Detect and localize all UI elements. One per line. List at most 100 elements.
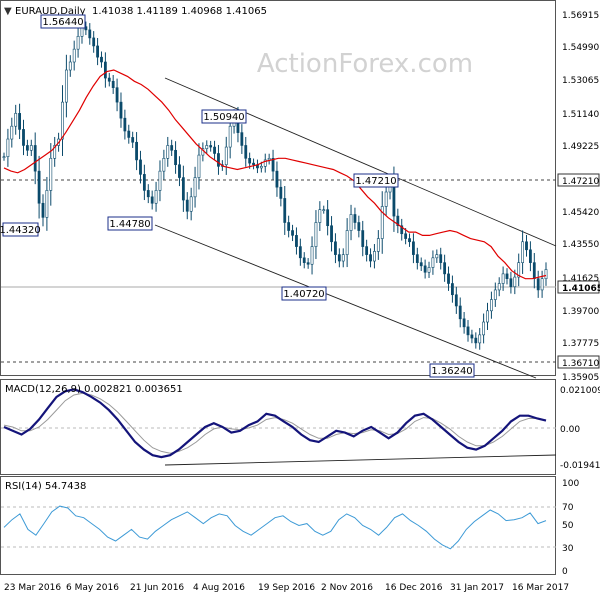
candle-body	[361, 230, 365, 247]
candle-body	[513, 276, 517, 288]
x-tick-1: 6 May 2016	[66, 583, 119, 593]
candle-body	[509, 278, 513, 288]
y-tick-12-box: 1.36710	[557, 355, 600, 369]
candle-body	[154, 190, 158, 204]
candle-body	[544, 269, 548, 279]
candle-body	[330, 225, 333, 243]
rsi-panel-frame	[0, 476, 556, 575]
candle-body	[259, 166, 263, 169]
candle-body	[345, 230, 349, 255]
candle-body	[181, 177, 185, 201]
candle-body	[365, 246, 369, 255]
x-tick-6: 16 Dec 2016	[385, 583, 443, 593]
channel-lower-line	[154, 224, 537, 379]
candle-body	[400, 225, 404, 235]
candle-body	[146, 190, 150, 198]
candle-body	[53, 145, 57, 159]
candle-body	[189, 196, 193, 212]
candle-body	[72, 48, 76, 63]
candle-body	[369, 254, 372, 262]
annotation-156440-text: 1.56440	[42, 17, 83, 28]
price-annotations: 1.56440 1.50940 1.47210 1.44780 1.44320 …	[0, 14, 475, 378]
candle-body	[497, 283, 501, 291]
candle-body	[439, 254, 443, 263]
candle-body	[14, 113, 18, 127]
y-tick-10: 1.39700	[562, 307, 599, 317]
macd-line	[3, 388, 547, 459]
candle-body	[337, 254, 341, 262]
down-triangle-icon: ▼	[4, 6, 12, 17]
candle-body	[10, 125, 14, 140]
candle-body	[217, 153, 220, 167]
y-tick-12: 1.36710	[562, 359, 599, 369]
candle-body	[458, 305, 462, 320]
candle-body	[326, 209, 330, 227]
x-tick-5: 2 Nov 2016	[321, 583, 373, 593]
annotation-150940-text: 1.50940	[203, 112, 244, 123]
candle-body	[353, 214, 357, 223]
moving-average-line	[3, 69, 547, 280]
annotation-144320: 1.44320	[0, 222, 41, 237]
candle-body	[25, 145, 29, 151]
candle-body	[279, 186, 283, 199]
candle-body	[115, 87, 119, 103]
channel-upper-line	[164, 77, 557, 247]
annotation-147210-text: 1.47210	[355, 176, 396, 187]
y-tick-3: 1.51140	[562, 110, 599, 120]
candle-body	[252, 162, 255, 166]
y-tick-5-box: 1.47210	[557, 173, 600, 187]
annotation-150940: 1.50940	[201, 109, 247, 124]
candle-body	[404, 233, 408, 239]
candle-body	[384, 191, 388, 207]
candle-body	[322, 209, 326, 211]
candle-body	[29, 145, 33, 151]
candle-body	[373, 251, 376, 262]
macd-trend-line	[164, 454, 557, 466]
candle-body	[170, 145, 174, 151]
rsi-y-tick-50: 50	[562, 521, 574, 531]
candle-body	[6, 138, 10, 157]
candle-body	[131, 137, 135, 143]
candle-body	[470, 334, 474, 339]
candle-body	[462, 318, 466, 328]
y-tick-1: 1.54990	[562, 43, 599, 53]
candle-body	[111, 80, 115, 88]
x-tick-4: 19 Sep 2016	[258, 583, 315, 593]
annotation-144320-text: 1.44320	[0, 225, 41, 236]
macd-y-tick-2: -0.019411	[560, 461, 600, 471]
current-price-box: 1.41065	[557, 280, 600, 294]
annotation-140720-text: 1.40720	[283, 289, 324, 300]
candle-body	[33, 145, 37, 172]
candle-body	[135, 141, 138, 161]
candle-body	[349, 214, 353, 231]
candle-body	[529, 249, 532, 263]
annotation-156440: 1.56440	[40, 14, 86, 29]
rsi-line	[3, 505, 547, 550]
candle-body	[49, 158, 53, 191]
candle-body	[517, 262, 521, 278]
candle-body	[478, 334, 482, 344]
macd-y-tick-0: 0.021009	[560, 386, 600, 396]
candle-body	[521, 241, 525, 263]
candle-body	[244, 145, 248, 159]
candle-body	[466, 326, 470, 336]
candle-body	[2, 156, 6, 158]
candle-body	[240, 132, 244, 146]
y-tick-4: 1.49225	[562, 142, 599, 152]
candle-body	[275, 170, 279, 188]
candle-body	[536, 278, 540, 291]
candle-body	[224, 146, 228, 166]
candle-body	[334, 241, 337, 255]
y-tick-8: 1.41625	[562, 274, 599, 284]
rsi-y-tick-100: 100	[562, 479, 579, 489]
candle-body	[158, 170, 162, 191]
macd-panel: MACD(12,26,9) 0.002821 0.003651 0.021009…	[1, 384, 600, 471]
candle-body	[310, 246, 314, 265]
candle-body	[213, 146, 216, 154]
candle-body	[166, 145, 170, 159]
candle-body	[532, 262, 536, 279]
candle-body	[228, 125, 232, 148]
ohlc-values: 1.41038 1.41189 1.40968 1.41065	[92, 6, 267, 17]
candle-body	[119, 101, 123, 119]
candle-body	[271, 158, 275, 172]
